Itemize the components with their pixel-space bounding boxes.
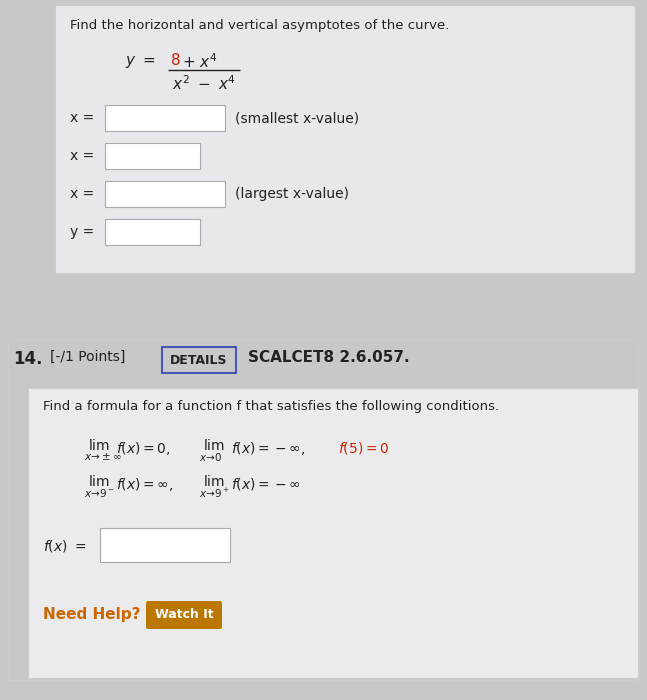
Text: $x\!\to\!9^-$: $x\!\to\!9^-$: [84, 487, 115, 499]
Text: DETAILS: DETAILS: [170, 354, 228, 367]
Text: x =: x =: [70, 111, 94, 125]
Text: $\lim$: $\lim$: [203, 438, 225, 453]
Text: x =: x =: [70, 149, 94, 163]
FancyBboxPatch shape: [162, 347, 236, 373]
Text: $f(x)=0,$: $f(x)=0,$: [116, 440, 171, 457]
Text: [-/1 Points]: [-/1 Points]: [50, 350, 126, 364]
Text: $8$: $8$: [170, 52, 181, 68]
Text: Find a formula for a function f that satisfies the following conditions.: Find a formula for a function f that sat…: [43, 400, 499, 413]
Text: $\lim$: $\lim$: [203, 474, 225, 489]
FancyBboxPatch shape: [105, 181, 225, 207]
FancyBboxPatch shape: [105, 219, 200, 245]
Text: (smallest x-value): (smallest x-value): [235, 111, 359, 125]
FancyBboxPatch shape: [100, 528, 230, 562]
FancyBboxPatch shape: [105, 105, 225, 131]
Text: $y\ =$: $y\ =$: [125, 54, 155, 70]
Text: $\lim$: $\lim$: [88, 438, 110, 453]
Text: $x\!\to\!\pm\infty$: $x\!\to\!\pm\infty$: [84, 451, 122, 462]
Text: x =: x =: [70, 187, 94, 201]
Text: $+\ x^4$: $+\ x^4$: [182, 52, 217, 71]
FancyBboxPatch shape: [105, 143, 200, 169]
Text: $f(x)=\infty,$: $f(x)=\infty,$: [116, 476, 173, 493]
FancyBboxPatch shape: [8, 340, 638, 680]
Text: $f(x)\ =$: $f(x)\ =$: [43, 538, 86, 554]
Text: Find the horizontal and vertical asymptotes of the curve.: Find the horizontal and vertical asympto…: [70, 19, 450, 32]
Text: $f(5)=0$: $f(5)=0$: [338, 440, 389, 456]
Text: $x^2\ -\ x^4$: $x^2\ -\ x^4$: [172, 74, 236, 92]
Text: $x\!\to\!9^+$: $x\!\to\!9^+$: [199, 487, 230, 500]
Text: 14.: 14.: [13, 350, 43, 368]
FancyBboxPatch shape: [55, 5, 635, 273]
Text: Need Help?: Need Help?: [43, 606, 140, 622]
Text: (largest x-value): (largest x-value): [235, 187, 349, 201]
Text: Watch It: Watch It: [155, 608, 214, 622]
FancyBboxPatch shape: [28, 388, 638, 678]
Text: y =: y =: [70, 225, 94, 239]
FancyBboxPatch shape: [146, 601, 222, 629]
Text: $\lim$: $\lim$: [88, 474, 110, 489]
Text: SCALCET8 2.6.057.: SCALCET8 2.6.057.: [248, 350, 410, 365]
Text: $x\!\to\!0$: $x\!\to\!0$: [199, 451, 223, 463]
Text: $f(x)=-\infty$: $f(x)=-\infty$: [231, 476, 301, 492]
Text: $f(x)=-\infty,$: $f(x)=-\infty,$: [231, 440, 305, 457]
